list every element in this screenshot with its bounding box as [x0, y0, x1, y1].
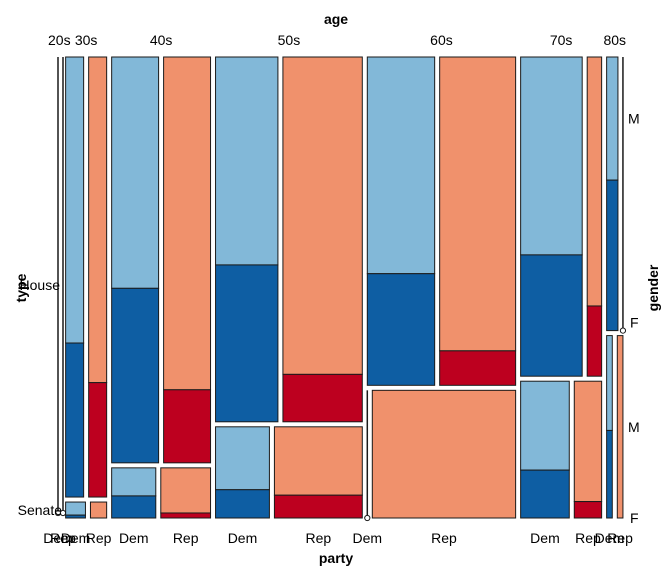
tile-senate-30s-dem-m	[65, 501, 86, 516]
tile-senate-70s-dem-m	[520, 380, 570, 471]
tile-senate-80s-dem-m	[606, 335, 613, 431]
axis-title-party: party	[319, 550, 353, 566]
tile-senate-70s-dem-f	[520, 469, 570, 519]
age-label-70s: 70s	[550, 32, 573, 48]
tile-house-70s-rep-f	[586, 305, 603, 377]
tile-senate-30s-rep-m	[89, 501, 108, 519]
party-label-30s-rep: Rep	[86, 530, 112, 546]
age-label-60s: 60s	[430, 32, 453, 48]
party-label-30s-dem: Dem	[61, 530, 91, 546]
axis-title-type: type	[13, 273, 29, 302]
gender-label-senate-f: F	[630, 510, 639, 526]
party-label-40s-rep: Rep	[173, 530, 199, 546]
tile-senate-50s-rep-f	[273, 494, 363, 519]
age-label-20s: 20s	[48, 32, 71, 48]
party-label-60s-rep: Rep	[431, 530, 457, 546]
party-label-60s-dem: Dem	[353, 530, 383, 546]
gender-label-house-f: F	[630, 315, 639, 331]
tile-house-30s-dem-m	[65, 56, 85, 344]
party-label-50s-rep: Rep	[306, 530, 332, 546]
type-label-senate: Senate	[18, 502, 63, 518]
party-label-20s-dem: Dem	[43, 530, 73, 546]
tile-senate-40s-dem-f	[111, 495, 157, 519]
tile-house-60s-dem-f	[366, 273, 436, 386]
tile-house-80s-dem-m	[606, 56, 619, 181]
age-label-50s: 50s	[278, 32, 301, 48]
tile-senate-50s-rep-m	[273, 426, 363, 496]
tile-house-30s-dem-f	[65, 342, 85, 498]
gender-label-house-m: M	[628, 111, 640, 127]
party-label-20s-rep: Rep	[50, 530, 76, 546]
tile-house-30s-rep-f	[88, 382, 108, 498]
tile-house-40s-dem-m	[111, 56, 160, 289]
party-label-70s-dem: Dem	[530, 530, 560, 546]
tile-house-60s-rep-f	[439, 350, 517, 386]
age-label-30s: 30s	[75, 32, 98, 48]
tile-senate-50s-dem-m	[215, 426, 270, 491]
tile-house-80s-dem-f	[606, 179, 619, 332]
axis-title-gender: gender	[645, 264, 661, 311]
tile-house-40s-rep-m	[163, 56, 212, 391]
party-label-80s-dem: Dem	[595, 530, 625, 546]
party-label-80s-rep: Rep	[607, 530, 633, 546]
tile-house-70s-rep-m	[586, 56, 603, 307]
tile-house-70s-dem-f	[520, 254, 583, 377]
empty-cell-marker-house-80s-rep	[619, 327, 627, 334]
tile-senate-30s-dem-f	[65, 514, 86, 519]
type-label-house: House	[20, 277, 61, 293]
tile-house-40s-dem-f	[111, 287, 160, 464]
tile-senate-40s-dem-m	[111, 467, 157, 497]
tile-senate-70s-rep-f	[573, 501, 603, 519]
tile-house-40s-rep-f	[163, 389, 212, 464]
tile-senate-50s-dem-f	[215, 489, 270, 519]
gender-label-senate-m: M	[628, 419, 640, 435]
tile-house-60s-dem-m	[366, 56, 436, 275]
tile-senate-40s-rep-f	[160, 512, 212, 519]
tile-senate-60s-rep-m	[371, 389, 517, 519]
tile-senate-80s-dem-f	[606, 429, 613, 519]
tile-house-60s-rep-m	[439, 56, 517, 352]
age-label-40s: 40s	[150, 32, 173, 48]
tile-house-70s-dem-m	[520, 56, 583, 256]
tile-house-50s-rep-m	[282, 56, 363, 375]
tile-house-50s-dem-m	[215, 56, 279, 266]
tile-senate-40s-rep-m	[160, 467, 212, 514]
tile-senate-80s-rep-m	[616, 335, 624, 519]
party-label-70s-rep: Rep	[575, 530, 601, 546]
party-label-50s-dem: Dem	[228, 530, 258, 546]
axis-title-age: age	[324, 11, 348, 27]
age-label-80s: 80s	[603, 32, 626, 48]
tile-house-50s-dem-f	[215, 264, 279, 423]
empty-cell-marker-senate-60s-dem	[364, 514, 371, 522]
party-label-40s-dem: Dem	[119, 530, 149, 546]
tile-house-30s-rep-m	[88, 56, 108, 384]
tile-senate-70s-rep-m	[573, 380, 603, 503]
mosaic-tiles	[54, 56, 627, 522]
tile-house-50s-rep-f	[282, 373, 363, 423]
